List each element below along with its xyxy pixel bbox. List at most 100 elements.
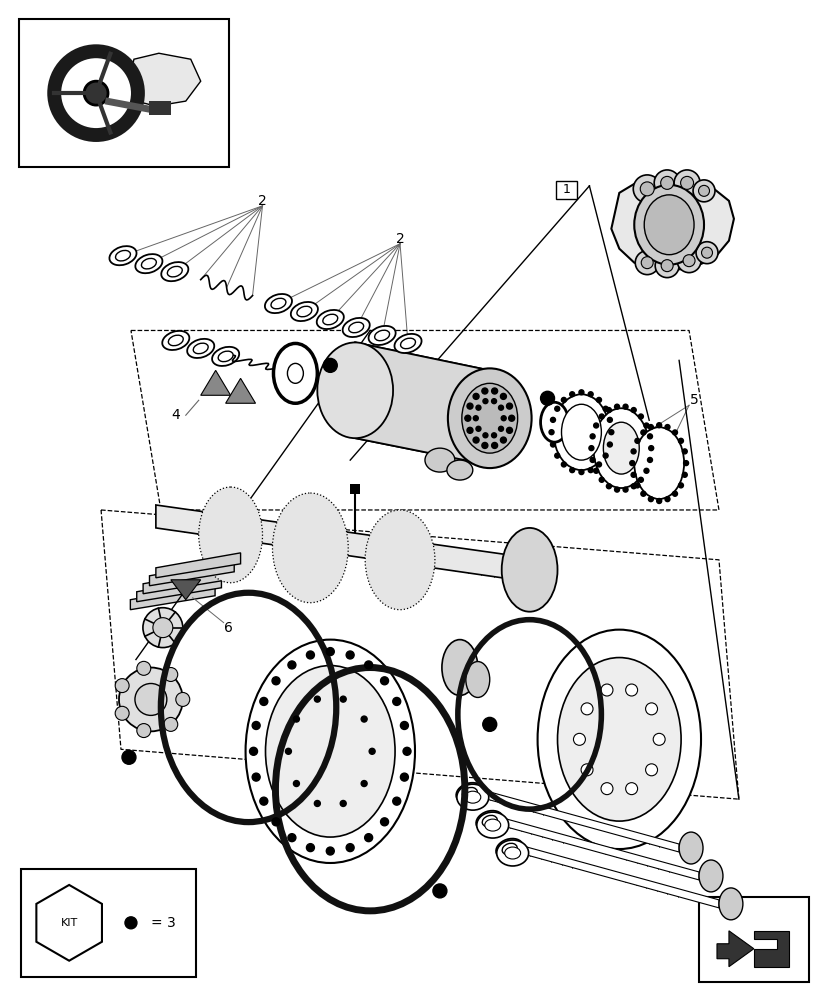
Circle shape (472, 393, 479, 399)
Circle shape (643, 468, 648, 473)
Circle shape (548, 430, 553, 435)
Circle shape (653, 170, 679, 196)
Ellipse shape (456, 783, 483, 804)
Circle shape (676, 249, 700, 273)
Circle shape (252, 722, 260, 729)
Circle shape (498, 405, 503, 410)
Circle shape (491, 433, 496, 438)
Circle shape (340, 800, 346, 806)
Circle shape (590, 457, 595, 462)
Circle shape (599, 477, 604, 482)
Polygon shape (753, 931, 788, 967)
Circle shape (400, 722, 408, 729)
Ellipse shape (272, 493, 348, 603)
Circle shape (433, 884, 447, 898)
Circle shape (696, 242, 717, 264)
Circle shape (506, 403, 512, 409)
Circle shape (164, 668, 178, 681)
Polygon shape (716, 931, 753, 967)
Bar (22, 869, 195, 977)
Circle shape (593, 423, 598, 428)
Circle shape (656, 499, 661, 503)
Circle shape (175, 692, 189, 706)
Ellipse shape (116, 250, 131, 261)
Ellipse shape (537, 630, 700, 849)
Circle shape (380, 818, 388, 826)
Ellipse shape (109, 246, 136, 265)
Polygon shape (155, 505, 529, 582)
Circle shape (554, 406, 559, 411)
Circle shape (249, 747, 257, 755)
Circle shape (491, 442, 497, 448)
Circle shape (587, 468, 592, 473)
Circle shape (681, 472, 686, 477)
Circle shape (260, 797, 267, 805)
Circle shape (681, 449, 686, 454)
Circle shape (314, 800, 320, 806)
Ellipse shape (265, 294, 292, 313)
Circle shape (293, 781, 299, 787)
Ellipse shape (553, 394, 609, 470)
Ellipse shape (394, 334, 421, 353)
Circle shape (482, 433, 487, 438)
Circle shape (581, 703, 592, 715)
Circle shape (115, 706, 129, 720)
Ellipse shape (368, 326, 395, 345)
Ellipse shape (502, 843, 517, 855)
Ellipse shape (481, 815, 497, 827)
Circle shape (625, 684, 637, 696)
Circle shape (164, 717, 178, 731)
Circle shape (607, 442, 612, 447)
Circle shape (143, 608, 183, 648)
Circle shape (491, 388, 497, 394)
Text: 2: 2 (395, 232, 404, 246)
Circle shape (647, 457, 652, 462)
Ellipse shape (718, 888, 742, 920)
Circle shape (498, 426, 503, 431)
Circle shape (122, 750, 136, 764)
Circle shape (630, 484, 635, 489)
Circle shape (153, 618, 173, 638)
Text: KIT: KIT (60, 918, 78, 928)
Circle shape (698, 185, 709, 196)
Circle shape (361, 716, 366, 722)
Circle shape (630, 449, 635, 454)
Ellipse shape (442, 640, 477, 695)
Polygon shape (136, 577, 221, 602)
Circle shape (554, 453, 559, 458)
Ellipse shape (447, 368, 531, 468)
Circle shape (634, 438, 639, 443)
Circle shape (661, 260, 672, 272)
Circle shape (473, 416, 478, 421)
Circle shape (599, 414, 604, 419)
Circle shape (550, 417, 555, 422)
Text: = 3: = 3 (151, 916, 175, 930)
Ellipse shape (633, 185, 703, 265)
Polygon shape (226, 378, 256, 403)
Circle shape (472, 437, 479, 443)
Circle shape (314, 696, 320, 702)
Text: 1: 1 (562, 183, 570, 196)
Ellipse shape (246, 640, 414, 863)
Circle shape (252, 773, 260, 781)
Circle shape (54, 51, 138, 135)
Circle shape (656, 423, 661, 428)
Circle shape (569, 392, 574, 397)
Bar (149, 101, 170, 115)
Circle shape (346, 651, 354, 659)
Ellipse shape (374, 330, 389, 341)
Circle shape (135, 683, 166, 715)
Circle shape (608, 430, 613, 435)
Ellipse shape (476, 812, 508, 838)
Circle shape (625, 783, 637, 795)
Circle shape (569, 468, 574, 473)
Text: 6: 6 (224, 621, 232, 635)
Ellipse shape (290, 302, 318, 321)
Circle shape (654, 254, 678, 278)
Circle shape (640, 257, 653, 269)
Circle shape (578, 390, 583, 395)
Circle shape (482, 717, 496, 731)
Circle shape (629, 461, 634, 466)
Circle shape (364, 834, 372, 842)
Polygon shape (119, 49, 220, 149)
